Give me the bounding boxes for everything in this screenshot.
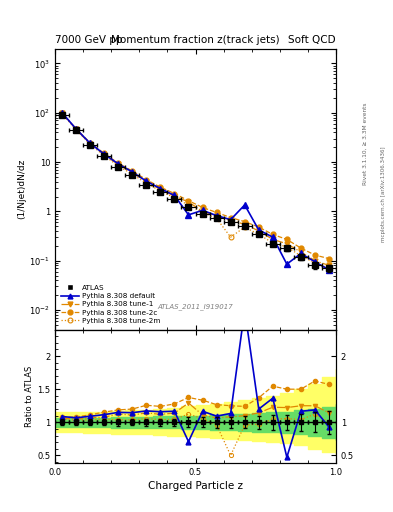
Y-axis label: Ratio to ATLAS: Ratio to ATLAS [25, 366, 34, 427]
Title: Momentum fraction z(track jets): Momentum fraction z(track jets) [111, 35, 280, 45]
Legend: ATLAS, Pythia 8.308 default, Pythia 8.308 tune-1, Pythia 8.308 tune-2c, Pythia 8: ATLAS, Pythia 8.308 default, Pythia 8.30… [59, 283, 162, 326]
Text: ATLAS_2011_I919017: ATLAS_2011_I919017 [158, 303, 233, 310]
Text: 7000 GeV pp: 7000 GeV pp [55, 35, 123, 45]
Text: mcplots.cern.ch [arXiv:1306.3436]: mcplots.cern.ch [arXiv:1306.3436] [381, 147, 386, 242]
Text: Soft QCD: Soft QCD [288, 35, 336, 45]
Text: Rivet 3.1.10, ≥ 3.3M events: Rivet 3.1.10, ≥ 3.3M events [363, 102, 368, 185]
X-axis label: Charged Particle z: Charged Particle z [148, 481, 243, 492]
Y-axis label: (1/Njet)dN/dz: (1/Njet)dN/dz [18, 159, 27, 219]
